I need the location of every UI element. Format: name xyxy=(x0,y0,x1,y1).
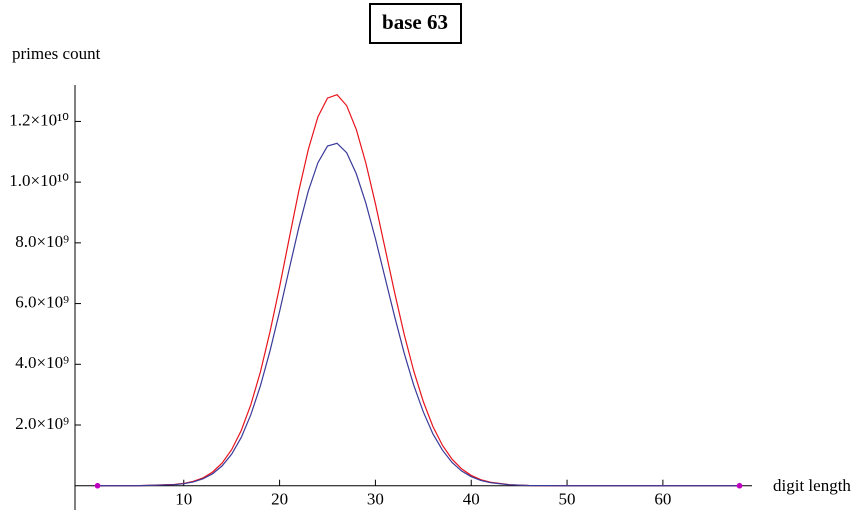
series-line xyxy=(97,94,740,487)
x-axis-label: digit length xyxy=(773,476,851,495)
x-tick-label: 40 xyxy=(463,490,480,509)
point-marker xyxy=(94,482,101,489)
y-tick-label: 8.0×10⁹ xyxy=(15,232,69,251)
x-tick-label: 50 xyxy=(559,490,576,509)
y-tick-label: 1.2×10¹⁰ xyxy=(9,110,69,129)
y-tick-label: 2.0×10⁹ xyxy=(15,414,69,433)
chart-title: base 63 xyxy=(382,10,448,34)
series-line xyxy=(97,142,740,487)
y-axis-label: primes count xyxy=(12,44,101,63)
x-tick-label: 30 xyxy=(367,490,384,509)
y-tick-label: 1.0×10¹⁰ xyxy=(9,171,69,190)
x-tick-label: 60 xyxy=(654,490,671,509)
x-tick-label: 10 xyxy=(175,490,192,509)
y-tick-label: 4.0×10⁹ xyxy=(15,353,69,372)
point-marker xyxy=(736,482,743,489)
y-tick-label: 6.0×10⁹ xyxy=(15,292,69,311)
title-box xyxy=(369,3,462,44)
x-tick-label: 20 xyxy=(271,490,288,509)
